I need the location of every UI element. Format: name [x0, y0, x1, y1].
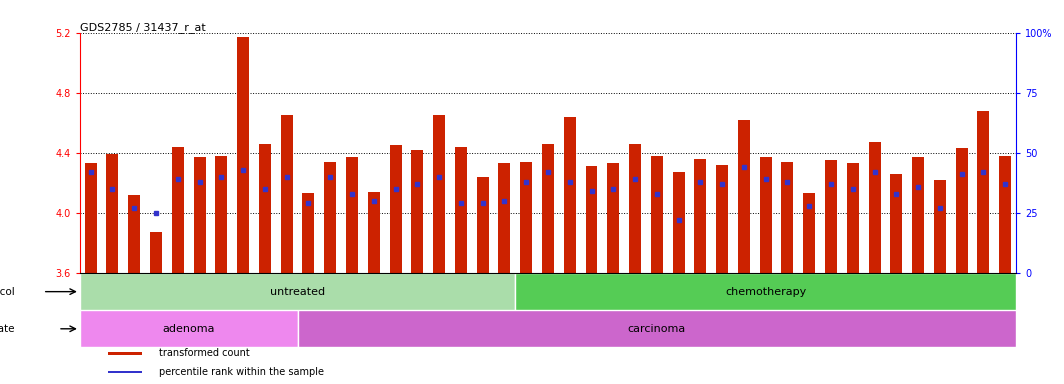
- Bar: [868, 142, 881, 273]
- Text: transformed count: transformed count: [160, 348, 250, 358]
- Text: untreated: untreated: [270, 286, 326, 297]
- Bar: [585, 166, 598, 273]
- Bar: [85, 163, 97, 273]
- Text: protocol: protocol: [0, 286, 15, 297]
- Bar: [106, 154, 118, 273]
- Text: disease state: disease state: [0, 324, 15, 334]
- Bar: [455, 147, 467, 273]
- Bar: [520, 162, 532, 273]
- Bar: [80, 273, 515, 310]
- Bar: [107, 352, 142, 354]
- Bar: [477, 177, 488, 273]
- Bar: [237, 37, 249, 273]
- Bar: [978, 111, 990, 273]
- Bar: [412, 150, 423, 273]
- Bar: [368, 192, 380, 273]
- Bar: [171, 147, 184, 273]
- Bar: [955, 148, 967, 273]
- Bar: [194, 157, 205, 273]
- Bar: [781, 162, 794, 273]
- Bar: [542, 144, 554, 273]
- Bar: [695, 159, 706, 273]
- Bar: [912, 157, 925, 273]
- Bar: [150, 232, 162, 273]
- Text: percentile rank within the sample: percentile rank within the sample: [160, 367, 325, 377]
- Text: adenoma: adenoma: [163, 324, 215, 334]
- Bar: [281, 115, 293, 273]
- Bar: [433, 115, 445, 273]
- Bar: [259, 144, 271, 273]
- Bar: [215, 156, 228, 273]
- Text: chemotherapy: chemotherapy: [725, 286, 807, 297]
- Bar: [629, 144, 641, 273]
- Bar: [325, 162, 336, 273]
- Bar: [651, 156, 663, 273]
- Bar: [738, 120, 750, 273]
- Bar: [80, 310, 298, 348]
- Bar: [564, 117, 576, 273]
- Bar: [298, 310, 1016, 348]
- Bar: [999, 156, 1011, 273]
- Text: GDS2785 / 31437_r_at: GDS2785 / 31437_r_at: [80, 22, 205, 33]
- Bar: [672, 172, 684, 273]
- Bar: [389, 145, 401, 273]
- Bar: [891, 174, 902, 273]
- Bar: [515, 273, 1016, 310]
- Bar: [107, 371, 142, 373]
- Bar: [716, 165, 728, 273]
- Bar: [608, 163, 619, 273]
- Bar: [346, 157, 358, 273]
- Bar: [302, 194, 315, 273]
- Bar: [825, 161, 837, 273]
- Text: carcinoma: carcinoma: [628, 324, 686, 334]
- Bar: [498, 163, 511, 273]
- Bar: [847, 163, 859, 273]
- Bar: [803, 194, 815, 273]
- Bar: [934, 180, 946, 273]
- Bar: [129, 195, 140, 273]
- Bar: [760, 157, 771, 273]
